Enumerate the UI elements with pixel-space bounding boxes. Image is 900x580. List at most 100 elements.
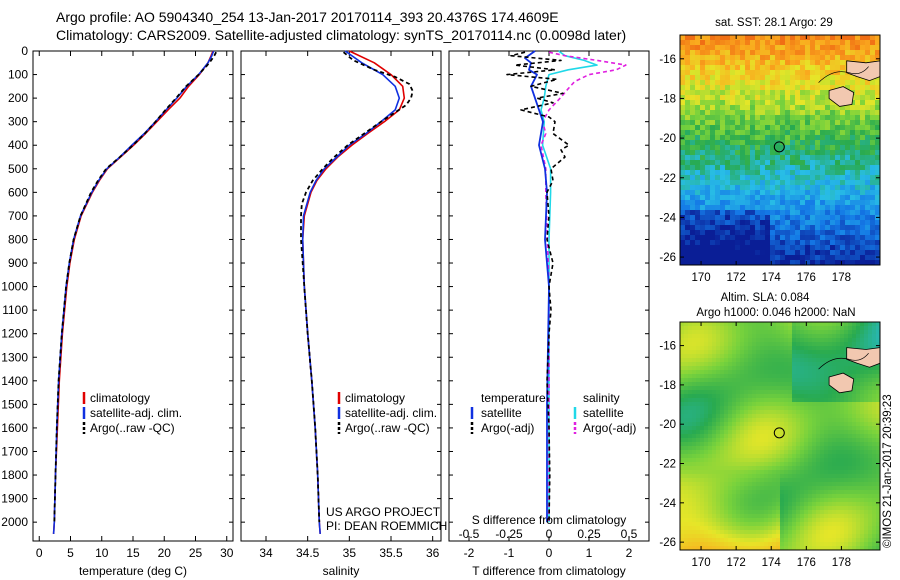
map-cell	[824, 470, 829, 475]
map-cell	[740, 342, 745, 347]
map-cell	[705, 210, 711, 216]
map-cell	[696, 538, 701, 543]
map-cell	[868, 426, 873, 431]
map-cell	[820, 330, 825, 335]
map-cell	[745, 115, 751, 121]
map-cell	[844, 538, 849, 543]
map-cell	[708, 542, 713, 547]
map-cell	[684, 466, 689, 471]
map-cell	[736, 470, 741, 475]
map-cell	[810, 235, 816, 241]
map-cell	[836, 418, 841, 423]
map-cell	[708, 530, 713, 535]
map-cell	[700, 70, 706, 76]
map-cell	[860, 155, 866, 161]
map-cell	[740, 498, 745, 503]
map-cell	[788, 542, 793, 547]
map-cell	[820, 135, 826, 141]
map-cell	[736, 334, 741, 339]
map-cell	[730, 135, 736, 141]
map-cell	[680, 140, 686, 146]
map-cell	[725, 260, 731, 266]
map-cell	[708, 346, 713, 351]
map-cell	[736, 394, 741, 399]
map-cell	[808, 330, 813, 335]
map-cell	[735, 60, 741, 66]
map-cell	[805, 205, 811, 211]
map-cell	[712, 410, 717, 415]
map-cell	[828, 398, 833, 403]
map-cell	[796, 430, 801, 435]
map-cell	[770, 70, 776, 76]
map-cell	[848, 514, 853, 519]
map-cell	[860, 510, 865, 515]
map-cell	[744, 522, 749, 527]
map-cell	[725, 250, 731, 256]
map-cell	[860, 426, 865, 431]
map-cell	[745, 155, 751, 161]
map-cell	[848, 442, 853, 447]
map-cell	[840, 326, 845, 331]
map-cell	[844, 546, 849, 551]
map-cell	[780, 200, 786, 206]
map-cell	[768, 358, 773, 363]
map-cell	[848, 322, 853, 327]
map-cell	[784, 486, 789, 491]
map-cell	[750, 120, 756, 126]
map-cell	[700, 450, 705, 455]
map-cell	[825, 105, 831, 111]
map-cell	[785, 75, 791, 81]
map-cell	[864, 338, 869, 343]
map-cell	[745, 35, 751, 41]
map-cell	[775, 210, 781, 216]
map-cell	[710, 125, 716, 131]
map-cell	[740, 100, 746, 106]
map-cell	[700, 245, 706, 251]
map-cell	[745, 55, 751, 61]
map-cell	[728, 338, 733, 343]
map-cell	[764, 370, 769, 375]
map-cell	[712, 418, 717, 423]
map-cell	[876, 542, 881, 547]
map-cell	[680, 362, 685, 367]
map-cell	[808, 514, 813, 519]
map-cell	[725, 155, 731, 161]
map-cell	[740, 170, 746, 176]
map-cell	[852, 498, 857, 503]
map-cell	[864, 474, 869, 479]
map-cell	[870, 50, 876, 56]
map-cell	[685, 115, 691, 121]
map-cell	[735, 105, 741, 111]
map-cell	[870, 155, 876, 161]
map-cell	[792, 410, 797, 415]
map-cell	[870, 205, 876, 211]
map-cell	[760, 45, 766, 51]
map-cell	[715, 85, 721, 91]
map-cell	[748, 450, 753, 455]
map-cell	[805, 45, 811, 51]
map-cell	[716, 482, 721, 487]
map-cell	[788, 330, 793, 335]
map-cell	[870, 145, 876, 151]
map-cell	[810, 200, 816, 206]
map-cell	[755, 260, 761, 266]
map-cell	[765, 100, 771, 106]
map-cell	[820, 410, 825, 415]
lon-tick-label: 172	[727, 272, 746, 284]
map-cell	[688, 538, 693, 543]
map-cell	[805, 210, 811, 216]
map-cell	[800, 470, 805, 475]
map-cell	[755, 55, 761, 61]
map-cell	[825, 45, 831, 51]
map-cell	[708, 434, 713, 439]
map-cell	[804, 438, 809, 443]
map-cell	[850, 165, 856, 171]
map-cell	[875, 230, 881, 236]
map-cell	[816, 454, 821, 459]
map-cell	[688, 466, 693, 471]
map-cell	[840, 534, 845, 539]
map-cell	[840, 55, 846, 61]
map-cell	[864, 438, 869, 443]
map-cell	[748, 366, 753, 371]
map-cell	[815, 185, 821, 191]
